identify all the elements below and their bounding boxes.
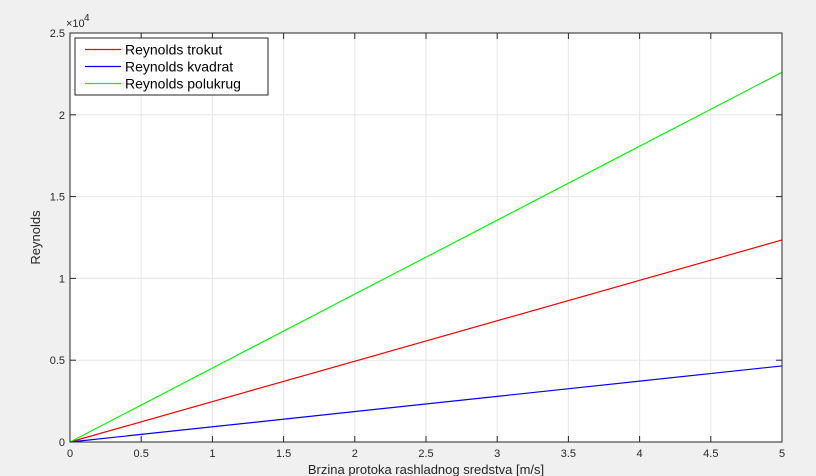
- legend-label: Reynolds kvadrat: [125, 59, 233, 75]
- x-axis-label: Brzina protoka rashladnog sredstva [m/s]: [308, 462, 544, 476]
- y-tick-label: 0: [59, 437, 65, 449]
- x-tick-label: 0: [67, 448, 73, 460]
- legend-label: Reynolds trokut: [125, 42, 222, 58]
- y-tick-label: 2: [59, 110, 65, 122]
- x-tick-label: 5: [779, 448, 785, 460]
- y-tick-label: 2.5: [50, 28, 65, 40]
- y-tick-label: 0.5: [50, 355, 65, 367]
- x-tick-label: 2.5: [418, 448, 433, 460]
- x-tick-label: 4: [637, 448, 643, 460]
- x-tick-label: 3.5: [561, 448, 576, 460]
- y-axis-multiplier-exponent: 4: [84, 13, 90, 24]
- x-tick-label: 2: [352, 448, 358, 460]
- x-tick-label: 3: [494, 448, 500, 460]
- x-tick-label: 4.5: [703, 448, 718, 460]
- series-lines: [69, 71, 783, 443]
- x-tick-label: 1: [209, 448, 215, 460]
- y-tick-label: 1: [59, 273, 65, 285]
- series-line: [69, 365, 783, 443]
- x-tick-label: 1.5: [276, 448, 291, 460]
- series-line: [69, 239, 783, 443]
- x-tick-label: 0.5: [134, 448, 149, 460]
- y-tick-label: 1.5: [50, 192, 65, 204]
- y-axis-label: Reynolds: [28, 210, 43, 265]
- y-axis-multiplier: ×10: [66, 18, 85, 30]
- axis-ticks: 0 0.5 1 1.5 2 2.5 3 3.5 4 4.5 5 0 0.5 1 1.5 2 2.5: [50, 28, 785, 460]
- grid: [70, 33, 782, 442]
- series-line: [69, 71, 783, 443]
- legend-label: Reynolds polukrug: [125, 76, 241, 92]
